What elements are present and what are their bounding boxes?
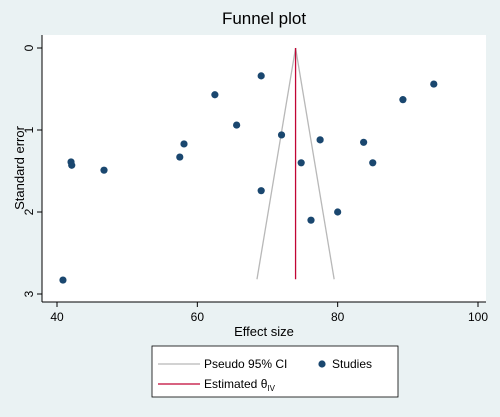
point — [369, 159, 377, 167]
legend — [151, 345, 399, 398]
point — [100, 166, 108, 174]
point — [316, 136, 324, 144]
legend-label: Pseudo 95% CI — [204, 357, 287, 371]
point — [180, 140, 188, 148]
x-tick-label: 40 — [50, 310, 64, 324]
point — [68, 161, 76, 169]
point — [233, 121, 241, 129]
chart-title: Funnel plot — [222, 9, 306, 28]
y-tick-label: 1 — [22, 126, 36, 133]
y-tick-label: 2 — [22, 208, 36, 215]
point — [297, 159, 305, 167]
legend-label-main: Estimated θ — [204, 377, 268, 391]
legend-label-subscript: IV — [267, 384, 275, 393]
legend-label: Studies — [332, 357, 372, 371]
y-tick-label: 0 — [22, 44, 36, 51]
line — [294, 47, 335, 280]
plot-region — [42, 35, 486, 302]
x-tick-label: 80 — [331, 310, 345, 324]
point — [430, 80, 438, 88]
legend-label: Estimated θIV — [204, 377, 276, 393]
point — [59, 276, 67, 284]
legend-swatch — [318, 360, 326, 368]
x-tick-label: 100 — [468, 310, 488, 324]
point — [334, 208, 342, 216]
x-tick-label: 60 — [191, 310, 205, 324]
point — [360, 138, 368, 146]
point — [257, 187, 265, 195]
y-axis-label: Standard error — [12, 125, 27, 209]
point — [176, 153, 184, 161]
point — [211, 91, 219, 99]
y-tick-label: 3 — [22, 290, 36, 297]
point — [307, 216, 315, 224]
line — [256, 47, 297, 280]
point — [399, 96, 407, 104]
x-axis-label: Effect size — [234, 324, 294, 339]
point — [257, 72, 265, 80]
point — [277, 131, 286, 139]
